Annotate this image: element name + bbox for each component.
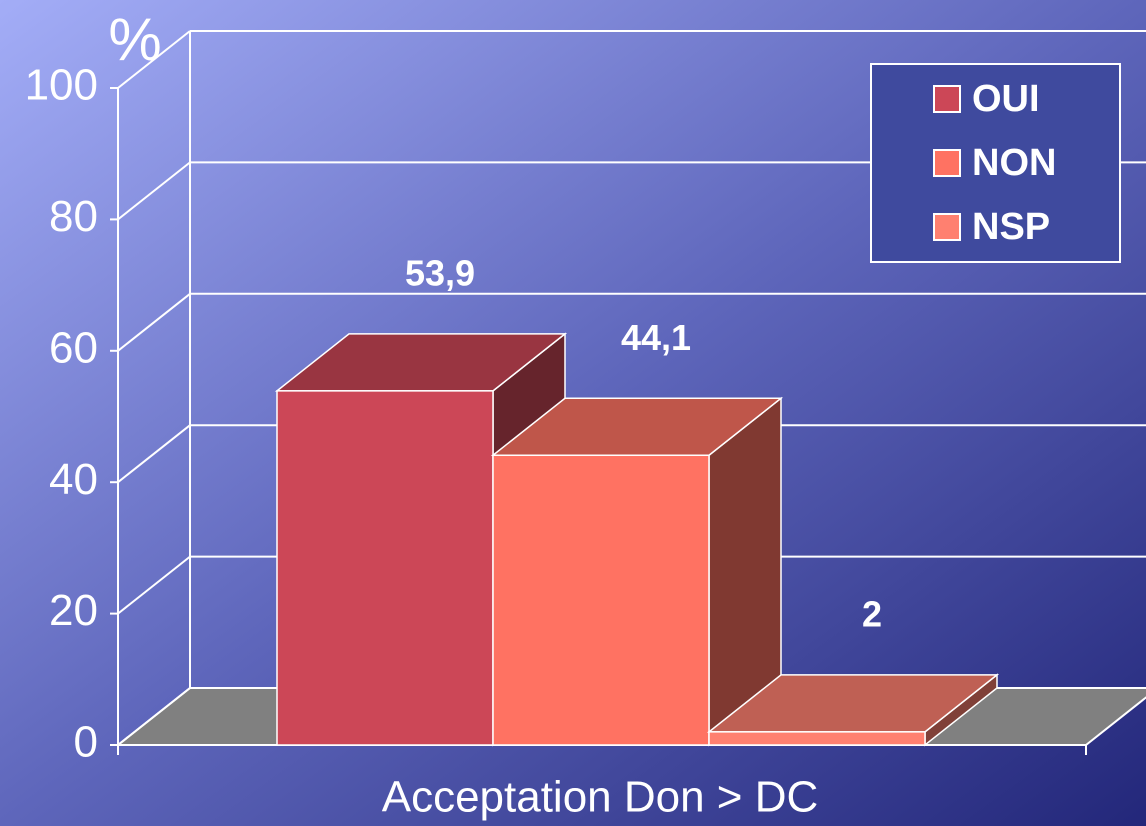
bar [492,454,710,746]
y-tick-label: 40 [49,455,98,504]
legend-swatch [933,213,961,241]
y-tick-label: 80 [49,192,98,241]
value-label: 2 [862,593,882,634]
grid-diagonal [117,555,191,615]
legend-label: OUI [972,78,1040,120]
grid-diagonal [117,687,191,746]
y-tick-label: 0 [74,718,98,767]
x-tick-label: Acceptation Don > DC [382,773,819,822]
legend-label: NSP [972,206,1050,248]
grid-diagonal [117,293,191,352]
grid-diagonal [117,161,191,221]
legend-swatch [933,149,961,177]
legend-label: NON [972,142,1056,184]
value-label: 53,9 [405,252,475,293]
legend-box [870,63,1121,263]
legend-swatch [933,85,961,113]
y-axis-label: % [108,6,161,73]
value-label: 44,1 [621,317,691,358]
grid-diagonal [117,424,191,483]
bar [276,390,494,746]
grid-diagonal [117,30,191,89]
y-tick-label: 60 [49,323,98,372]
y-tick-label: 20 [49,586,98,635]
bar [708,731,926,746]
y-tick-label: 100 [25,61,98,110]
